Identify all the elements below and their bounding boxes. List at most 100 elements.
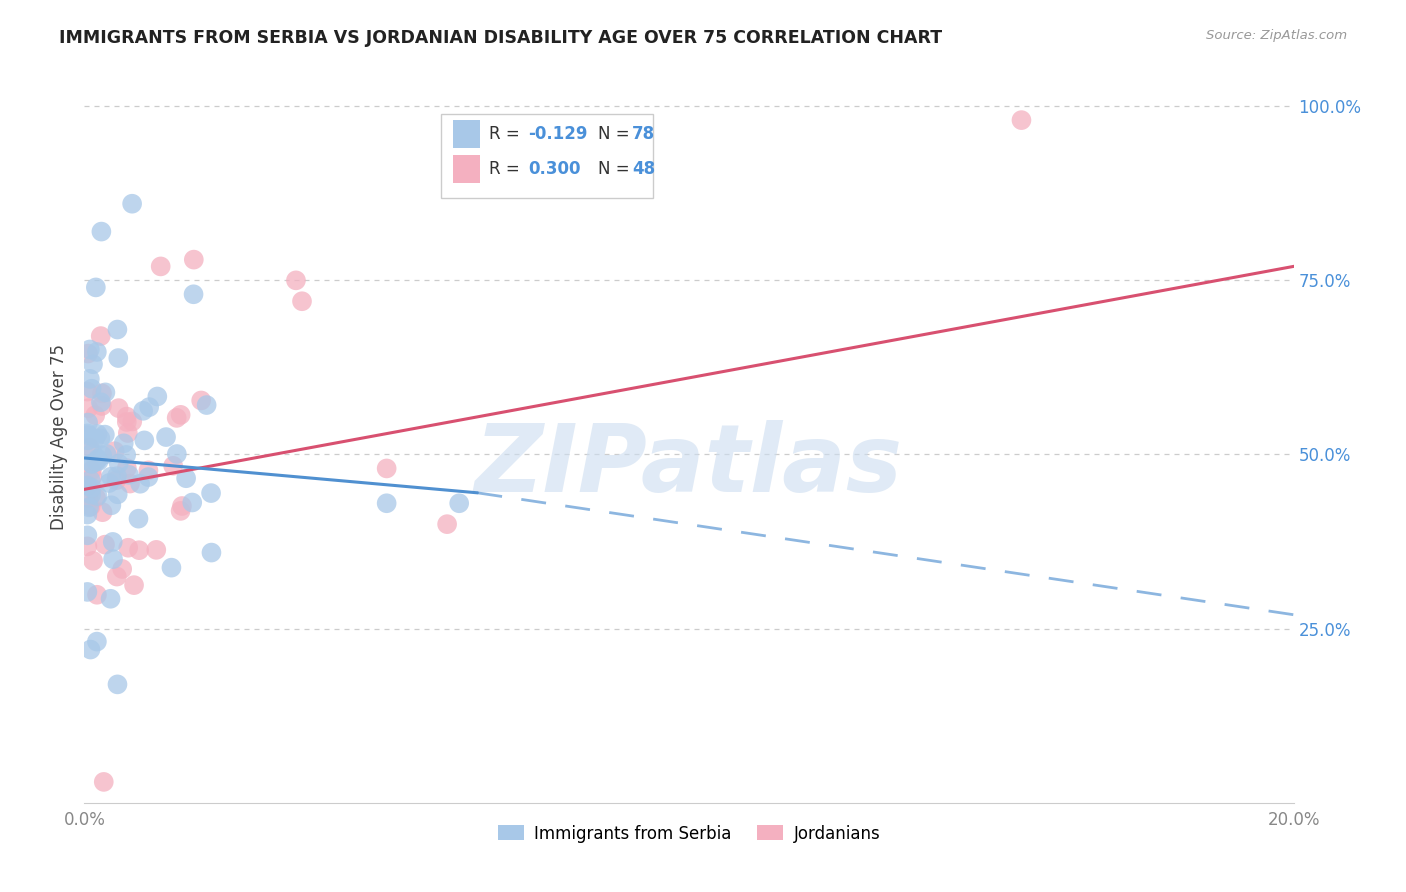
Point xyxy=(76,384,98,399)
Point xyxy=(91,448,114,462)
Point xyxy=(115,415,138,429)
Point xyxy=(84,280,107,294)
Point xyxy=(285,273,308,287)
Point xyxy=(94,385,117,400)
Text: N =: N = xyxy=(599,125,636,144)
Point xyxy=(87,454,110,468)
Point xyxy=(115,461,138,475)
Bar xyxy=(453,154,479,183)
Point xyxy=(90,225,112,239)
Point xyxy=(117,425,139,440)
Point xyxy=(79,642,101,657)
Point xyxy=(77,346,100,360)
Point xyxy=(155,430,177,444)
Point xyxy=(183,287,205,301)
Point xyxy=(100,591,122,606)
Point xyxy=(291,294,314,309)
Point xyxy=(107,401,129,416)
Point xyxy=(91,386,114,401)
Point xyxy=(79,440,101,454)
Point xyxy=(118,476,141,491)
Point xyxy=(104,444,127,458)
Point xyxy=(94,427,117,442)
Point xyxy=(115,409,138,424)
Point xyxy=(86,489,108,503)
Point xyxy=(169,504,191,518)
Point xyxy=(100,498,122,512)
Point xyxy=(77,401,100,416)
Point xyxy=(76,434,98,448)
Point xyxy=(181,495,204,509)
Point xyxy=(107,351,129,365)
Point xyxy=(77,416,100,430)
Point xyxy=(200,545,222,559)
Point xyxy=(80,457,103,471)
Point xyxy=(190,393,212,408)
Point xyxy=(170,499,193,513)
Point xyxy=(76,528,98,542)
Point xyxy=(121,415,143,429)
Text: N =: N = xyxy=(599,160,636,178)
Point xyxy=(82,457,104,471)
Point xyxy=(80,488,103,502)
Point xyxy=(138,470,160,484)
Point xyxy=(87,451,110,466)
Point xyxy=(86,345,108,359)
Point xyxy=(115,448,138,462)
Point xyxy=(436,517,458,532)
Point xyxy=(138,463,160,477)
Point xyxy=(195,398,218,412)
Point xyxy=(82,469,104,483)
Point xyxy=(89,431,111,445)
Point xyxy=(76,585,98,599)
Point xyxy=(96,447,118,461)
Point xyxy=(79,343,101,357)
Point xyxy=(90,395,112,409)
Point xyxy=(105,473,128,487)
Point xyxy=(1011,113,1033,128)
Point xyxy=(105,469,128,483)
Point xyxy=(82,554,104,568)
Point xyxy=(146,389,169,403)
Point xyxy=(77,500,100,515)
Point xyxy=(84,431,107,445)
Point xyxy=(174,471,197,485)
Point xyxy=(183,252,205,267)
Text: 78: 78 xyxy=(633,125,655,144)
Point xyxy=(169,408,191,422)
Point xyxy=(107,677,129,691)
Point xyxy=(94,538,117,552)
Legend: Immigrants from Serbia, Jordanians: Immigrants from Serbia, Jordanians xyxy=(491,818,887,849)
Point xyxy=(129,476,152,491)
Point xyxy=(134,434,156,448)
Point xyxy=(86,454,108,468)
Point xyxy=(91,505,114,519)
Point xyxy=(76,478,98,492)
Point xyxy=(82,445,104,459)
Point xyxy=(79,500,101,514)
Point xyxy=(86,588,108,602)
Point xyxy=(128,543,150,558)
Text: 48: 48 xyxy=(633,160,655,178)
Point xyxy=(84,491,107,505)
Point xyxy=(100,469,122,483)
Point xyxy=(79,473,101,487)
Point xyxy=(127,511,149,525)
Point xyxy=(76,508,98,522)
Point xyxy=(86,426,108,441)
Point xyxy=(76,539,98,553)
Point xyxy=(112,436,135,450)
Point xyxy=(132,404,155,418)
Point xyxy=(77,491,100,505)
Point xyxy=(162,458,184,473)
Point xyxy=(84,409,107,423)
Point xyxy=(166,447,188,461)
Point xyxy=(90,329,112,343)
Point xyxy=(117,541,139,555)
Point xyxy=(82,357,104,371)
Text: -0.129: -0.129 xyxy=(529,125,588,144)
Point xyxy=(200,486,222,500)
Point xyxy=(166,410,188,425)
Point xyxy=(122,578,145,592)
Text: Source: ZipAtlas.com: Source: ZipAtlas.com xyxy=(1206,29,1347,42)
